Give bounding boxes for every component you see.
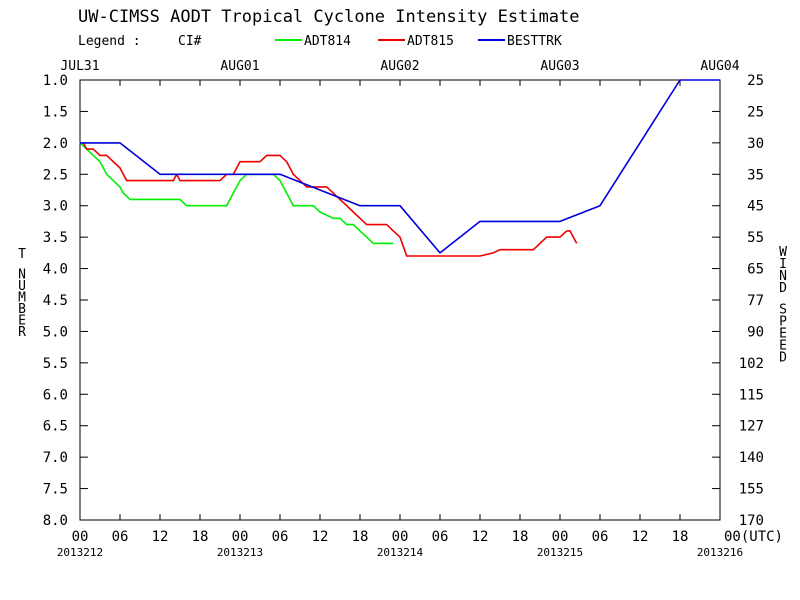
x-hour-tick-label: 00 xyxy=(72,529,89,545)
y-left-tick-label: 6.0 xyxy=(43,387,68,403)
x-julian-date-label: 2013216 xyxy=(697,546,743,559)
x-hour-tick-label: 00 xyxy=(232,529,249,545)
legend-label: Legend : xyxy=(78,34,141,49)
x-hour-tick-label: 12 xyxy=(632,529,649,545)
series-line-besttrk xyxy=(80,79,720,254)
series-line-adt814 xyxy=(79,142,394,245)
legend-entry-besttrk: BESTTRK xyxy=(507,34,562,49)
x-hour-tick-label: 18 xyxy=(512,529,529,545)
x-top-date-label: AUG03 xyxy=(540,59,579,74)
x-julian-date-label: 2013213 xyxy=(217,546,263,559)
y-left-tick-label: 5.0 xyxy=(43,324,68,340)
y-left-tick-label: 1.0 xyxy=(43,73,68,89)
y-left-tick-label: 4.5 xyxy=(43,293,68,309)
y-right-tick-label: 55 xyxy=(747,230,764,246)
y-left-tick-label: 1.5 xyxy=(43,104,68,120)
x-hour-tick-label: 12 xyxy=(152,529,169,545)
x-hour-tick-label: 06 xyxy=(432,529,449,545)
y-right-tick-label: 115 xyxy=(739,387,764,403)
y-right-tick-label: 45 xyxy=(747,199,764,215)
x-hour-tick-label: 18 xyxy=(192,529,209,545)
y-left-tick-label: 6.5 xyxy=(43,419,68,435)
x-hour-tick-label: 12 xyxy=(472,529,489,545)
y-right-tick-label: 77 xyxy=(747,293,764,309)
y-right-tick-label: 102 xyxy=(739,356,764,372)
y-right-tick-label: 25 xyxy=(747,73,764,89)
plot-frame xyxy=(79,79,721,521)
x-hour-tick-label: 06 xyxy=(592,529,609,545)
y-left-tick-label: 2.5 xyxy=(43,167,68,183)
x-julian-date-label: 2013212 xyxy=(57,546,103,559)
series-line-adt815 xyxy=(82,142,578,257)
x-hour-tick-label: 12 xyxy=(312,529,329,545)
y-left-tick-label: 8.0 xyxy=(43,513,68,529)
x-hour-tick-label: 00(UTC) xyxy=(724,529,783,545)
legend-entry-adt815: ADT815 xyxy=(407,34,454,49)
legend-quantity: CI# xyxy=(178,34,202,49)
y-right-tick-label: 65 xyxy=(747,262,764,278)
y-left-tick-label: 2.0 xyxy=(43,136,68,152)
x-hour-tick-label: 06 xyxy=(272,529,289,545)
y-right-tick-label: 35 xyxy=(747,167,764,183)
y-right-tick-label: 25 xyxy=(747,104,764,120)
y-left-tick-label: 5.5 xyxy=(43,356,68,372)
y-right-tick-label: 140 xyxy=(739,450,764,466)
y-right-tick-label: 170 xyxy=(739,513,764,529)
y-left-tick-label: 7.0 xyxy=(43,450,68,466)
x-top-date-label: JUL31 xyxy=(60,59,99,74)
legend: Legend : CI# ADT814 ADT815 BESTTRK xyxy=(78,34,562,49)
y-left-tick-label: 7.5 xyxy=(43,482,68,498)
y-left-tick-label: 3.5 xyxy=(43,230,68,246)
x-hour-tick-label: 06 xyxy=(112,529,129,545)
y-left-tick-label: 4.0 xyxy=(43,262,68,278)
y-right-tick-label: 90 xyxy=(747,324,764,340)
x-julian-date-label: 2013215 xyxy=(537,546,583,559)
y-right-tick-label: 155 xyxy=(739,482,764,498)
y-left-tick-label: 3.0 xyxy=(43,199,68,215)
y-right-tick-label: 127 xyxy=(739,419,764,435)
x-hour-tick-label: 00 xyxy=(552,529,569,545)
y-right-tick-label: 30 xyxy=(747,136,764,152)
x-hour-tick-label: 18 xyxy=(352,529,369,545)
x-hour-tick-label: 00 xyxy=(392,529,409,545)
legend-entry-adt814: ADT814 xyxy=(304,34,351,49)
x-top-date-label: AUG04 xyxy=(700,59,739,74)
x-julian-date-label: 2013214 xyxy=(377,546,424,559)
x-top-date-label: AUG02 xyxy=(380,59,419,74)
x-hour-tick-label: 18 xyxy=(672,529,689,545)
chart-title: UW-CIMSS AODT Tropical Cyclone Intensity… xyxy=(78,7,580,27)
x-top-date-label: AUG01 xyxy=(220,59,259,74)
